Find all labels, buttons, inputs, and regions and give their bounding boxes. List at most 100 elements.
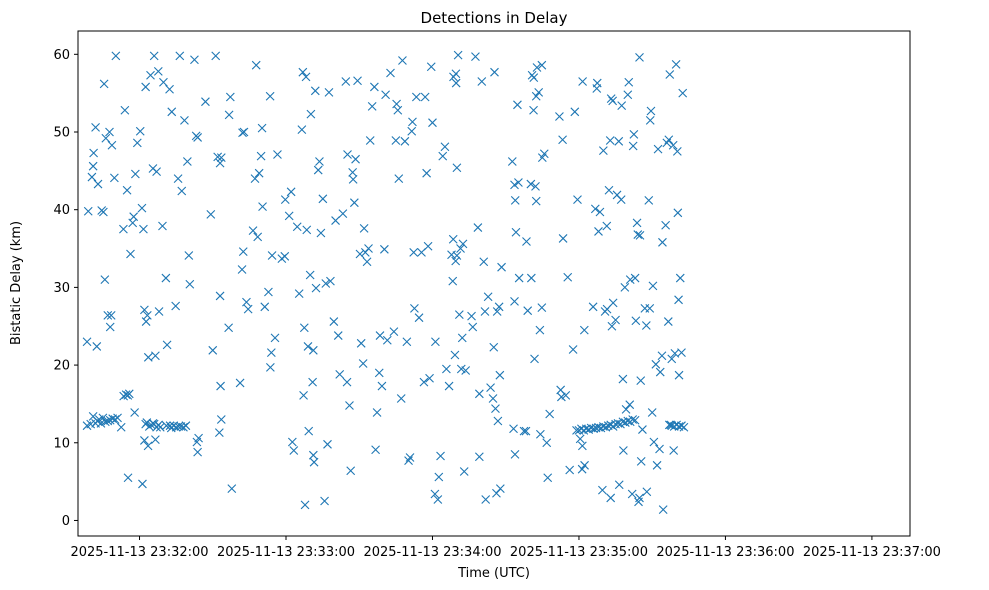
data-point-marker — [323, 439, 332, 449]
data-point-marker — [448, 276, 458, 286]
data-point-marker — [254, 168, 264, 178]
data-point-marker — [456, 244, 465, 253]
data-point-marker — [619, 446, 628, 455]
data-point-marker — [580, 460, 589, 470]
data-markers — [82, 50, 689, 514]
data-point-marker — [329, 317, 339, 326]
data-point-marker — [677, 348, 686, 358]
data-point-marker — [326, 276, 335, 286]
data-point-marker — [87, 172, 97, 182]
data-point-marker — [382, 335, 392, 345]
data-point-marker — [151, 435, 160, 445]
data-point-marker — [308, 450, 318, 460]
data-point-marker — [123, 473, 133, 483]
data-point-marker — [542, 438, 552, 448]
data-point-marker — [243, 304, 253, 314]
data-point-marker — [624, 77, 634, 87]
data-point-marker — [534, 87, 544, 97]
data-point-marker — [509, 424, 518, 434]
data-point-marker — [208, 345, 218, 355]
data-point-marker — [101, 133, 111, 143]
data-point-marker — [140, 436, 149, 445]
data-point-marker — [365, 136, 375, 145]
data-point-marker — [448, 234, 458, 244]
data-point-marker — [522, 237, 531, 246]
data-point-marker — [602, 221, 612, 231]
data-point-marker — [664, 420, 674, 430]
data-point-marker — [588, 302, 598, 312]
data-point-marker — [483, 292, 493, 302]
data-point-marker — [451, 69, 461, 79]
data-point-marker — [311, 283, 321, 293]
data-point-marker — [251, 60, 261, 70]
data-point-marker — [630, 415, 640, 425]
data-point-marker — [568, 345, 578, 354]
data-point-marker — [173, 174, 183, 184]
data-point-marker — [260, 302, 270, 312]
data-point-marker — [535, 429, 545, 439]
data-point-marker — [105, 322, 115, 332]
data-point-marker — [646, 106, 656, 116]
data-point-marker — [607, 321, 617, 331]
data-point-marker — [575, 434, 585, 444]
data-point-marker — [535, 325, 545, 335]
data-point-marker — [280, 251, 290, 261]
data-point-marker — [532, 63, 542, 72]
data-point-marker — [171, 301, 181, 311]
data-point-marker — [92, 342, 102, 351]
data-point-marker — [194, 433, 203, 443]
data-point-marker — [346, 466, 356, 476]
data-point-marker — [678, 88, 688, 98]
data-point-marker — [371, 445, 380, 455]
data-point-marker — [89, 148, 99, 158]
data-point-marker — [451, 256, 461, 266]
data-point-marker — [155, 422, 165, 432]
data-point-marker — [324, 87, 334, 97]
data-point-marker — [461, 366, 471, 375]
data-point-marker — [248, 226, 258, 236]
data-point-marker — [185, 279, 195, 289]
data-point-marker — [138, 479, 147, 489]
data-point-marker — [135, 126, 145, 136]
data-point-marker — [492, 307, 502, 316]
data-point-marker — [119, 224, 128, 234]
data-point-marker — [372, 408, 382, 417]
y-axis: 0 10 20 30 40 50 60 — [53, 48, 78, 529]
data-point-marker — [507, 157, 517, 166]
data-point-marker — [304, 426, 314, 436]
data-point-marker — [625, 275, 635, 285]
data-point-marker — [152, 167, 161, 177]
data-point-marker — [122, 185, 132, 195]
data-point-marker — [452, 163, 462, 173]
data-point-marker — [215, 158, 225, 168]
data-point-marker — [636, 376, 646, 386]
data-point-marker — [451, 78, 461, 88]
data-point-marker — [109, 173, 119, 183]
y-tick-label: 60 — [53, 48, 70, 63]
data-point-marker — [616, 195, 626, 204]
data-point-marker — [265, 91, 275, 101]
data-point-marker — [474, 452, 484, 462]
data-point-marker — [613, 418, 623, 428]
data-point-marker — [645, 303, 655, 313]
data-point-marker — [294, 289, 304, 298]
data-point-marker — [601, 422, 611, 432]
data-point-marker — [638, 425, 647, 434]
data-point-marker — [605, 136, 615, 145]
x-tick-label: 2025-11-13 23:33:00 — [217, 545, 355, 560]
data-point-marker — [409, 248, 419, 257]
data-point-marker — [140, 305, 149, 315]
data-point-marker — [539, 149, 549, 159]
data-point-marker — [359, 223, 369, 233]
data-point-marker — [405, 453, 415, 462]
data-point-marker — [400, 136, 410, 146]
data-point-marker — [257, 123, 267, 133]
data-point-marker — [341, 77, 351, 86]
data-point-marker — [422, 168, 432, 178]
data-point-marker — [227, 484, 237, 493]
data-point-marker — [649, 437, 659, 447]
data-point-marker — [481, 495, 491, 504]
data-point-marker — [632, 218, 642, 228]
data-point-marker — [184, 251, 194, 260]
data-point-marker — [523, 306, 533, 316]
